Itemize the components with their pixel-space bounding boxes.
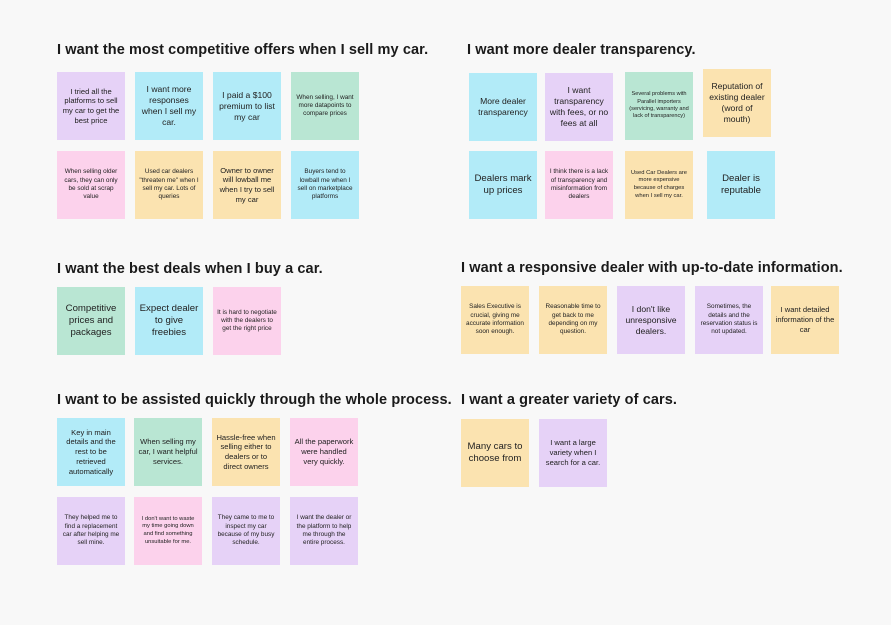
sticky-note-text: They came to me to inspect my car becaus… (217, 514, 275, 547)
sticky-note[interactable]: I don't want to waste my time going down… (134, 497, 202, 565)
sticky-note[interactable]: I think there is a lack of transparency … (545, 151, 613, 219)
sticky-note-text: Dealers mark up prices (474, 172, 532, 196)
sticky-note-text: I want the dealer or the platform to hel… (296, 514, 352, 547)
sticky-note[interactable]: Key in main details and the rest to be r… (57, 418, 125, 486)
sticky-note[interactable]: Used Car Dealers are more expensive beca… (625, 151, 693, 219)
sticky-note[interactable]: Several problems with Parallel importers… (625, 72, 693, 140)
sticky-note-text: Many cars to choose from (467, 440, 523, 464)
sticky-note-text: Reasonable time to get back to me depend… (545, 303, 601, 336)
heading-assisted: I want to be assisted quickly through th… (57, 392, 452, 408)
sticky-note-text: I want more responses when I sell my car… (141, 84, 197, 127)
sticky-note-text: Owner to owner will lowball me when I tr… (219, 165, 275, 204)
heading-sell: I want the most competitive offers when … (57, 42, 429, 58)
sticky-note[interactable]: Sometimes, the details and the reservati… (695, 286, 763, 354)
sticky-note-text: Used car dealers "threaten me" when I se… (139, 168, 199, 201)
sticky-note[interactable]: Competitive prices and packages (57, 287, 125, 355)
sticky-note[interactable]: Reputation of existing dealer (word of m… (703, 69, 771, 137)
sticky-note-text: I want transparency with fees, or no fee… (549, 85, 609, 128)
sticky-note-text: Used Car Dealers are more expensive beca… (630, 169, 688, 199)
sticky-note[interactable]: It is hard to negotiate with the dealers… (213, 287, 281, 355)
sticky-note[interactable]: They came to me to inspect my car becaus… (212, 497, 280, 565)
sticky-note-text: I want detailed information of the car (775, 305, 835, 334)
sticky-note[interactable]: Sales Executive is crucial, giving me ac… (461, 286, 529, 354)
sticky-note[interactable]: Many cars to choose from (461, 419, 529, 487)
sticky-note[interactable]: Hassle-free when selling either to deale… (212, 418, 280, 486)
sticky-note-text: I tried all the platforms to sell my car… (62, 86, 120, 125)
heading-buy: I want the best deals when I buy a car. (57, 261, 323, 277)
sticky-note-text: More dealer transparency (478, 96, 528, 117)
sticky-note[interactable]: I don't like unresponsive dealers. (617, 286, 685, 354)
sticky-note-text: I don't want to waste my time going down… (141, 515, 195, 545)
sticky-note-text: Several problems with Parallel importers… (629, 91, 689, 120)
sticky-note-text: When selling, I want more datapoints to … (296, 93, 354, 118)
sticky-note-text: When selling older cars, they can only b… (64, 168, 118, 201)
sticky-note-text: Competitive prices and packages (65, 302, 117, 339)
sticky-note-text: Reputation of existing dealer (word of m… (709, 81, 765, 124)
sticky-note[interactable]: Owner to owner will lowball me when I tr… (213, 151, 281, 219)
sticky-note[interactable]: I want a large variety when I search for… (539, 419, 607, 487)
heading-transparency: I want more dealer transparency. (467, 42, 696, 58)
sticky-note-text: Expect dealer to give freebies (139, 302, 199, 339)
sticky-note-text: All the paperwork were handled very quic… (294, 437, 354, 466)
sticky-note[interactable]: I want detailed information of the car (771, 286, 839, 354)
sticky-note[interactable]: When selling my car, I want helpful serv… (134, 418, 202, 486)
sticky-note[interactable]: They helped me to find a replacement car… (57, 497, 125, 565)
sticky-note[interactable]: Buyers tend to lowball me when I sell on… (291, 151, 359, 219)
sticky-note-text: They helped me to find a replacement car… (62, 514, 120, 547)
sticky-note-text: Buyers tend to lowball me when I sell on… (297, 168, 353, 201)
sticky-note[interactable]: Dealers mark up prices (469, 151, 537, 219)
sticky-note-text: Dealer is reputable (720, 172, 761, 196)
sticky-note-text: When selling my car, I want helpful serv… (138, 437, 198, 466)
sticky-note[interactable]: I tried all the platforms to sell my car… (57, 72, 125, 140)
heading-responsive: I want a responsive dealer with up-to-da… (461, 260, 843, 276)
sticky-note[interactable]: I want the dealer or the platform to hel… (290, 497, 358, 565)
sticky-note-text: I want a large variety when I search for… (545, 438, 601, 467)
sticky-note[interactable]: When selling older cars, they can only b… (57, 151, 125, 219)
sticky-note-text: Hassle-free when selling either to deale… (216, 432, 276, 471)
sticky-note-text: I don't like unresponsive dealers. (625, 303, 677, 336)
heading-variety: I want a greater variety of cars. (461, 392, 678, 408)
sticky-note-text: Key in main details and the rest to be r… (66, 427, 116, 476)
sticky-note[interactable]: Expect dealer to give freebies (135, 287, 203, 355)
sticky-note[interactable]: Used car dealers "threaten me" when I se… (135, 151, 203, 219)
sticky-note-text: It is hard to negotiate with the dealers… (217, 308, 277, 333)
sticky-note[interactable]: Reasonable time to get back to me depend… (539, 286, 607, 354)
sticky-note-text: Sometimes, the details and the reservati… (700, 303, 758, 336)
sticky-note[interactable]: I want more responses when I sell my car… (135, 72, 203, 140)
sticky-note-text: Sales Executive is crucial, giving me ac… (466, 303, 524, 336)
sticky-note-text: I paid a $100 premium to list my car (219, 89, 275, 122)
sticky-note[interactable]: All the paperwork were handled very quic… (290, 418, 358, 486)
sticky-note[interactable]: I want transparency with fees, or no fee… (545, 73, 613, 141)
sticky-note-text: I think there is a lack of transparency … (549, 168, 609, 201)
sticky-note[interactable]: Dealer is reputable (707, 151, 775, 219)
sticky-note[interactable]: When selling, I want more datapoints to … (291, 72, 359, 140)
sticky-note[interactable]: I paid a $100 premium to list my car (213, 72, 281, 140)
sticky-note[interactable]: More dealer transparency (469, 73, 537, 141)
